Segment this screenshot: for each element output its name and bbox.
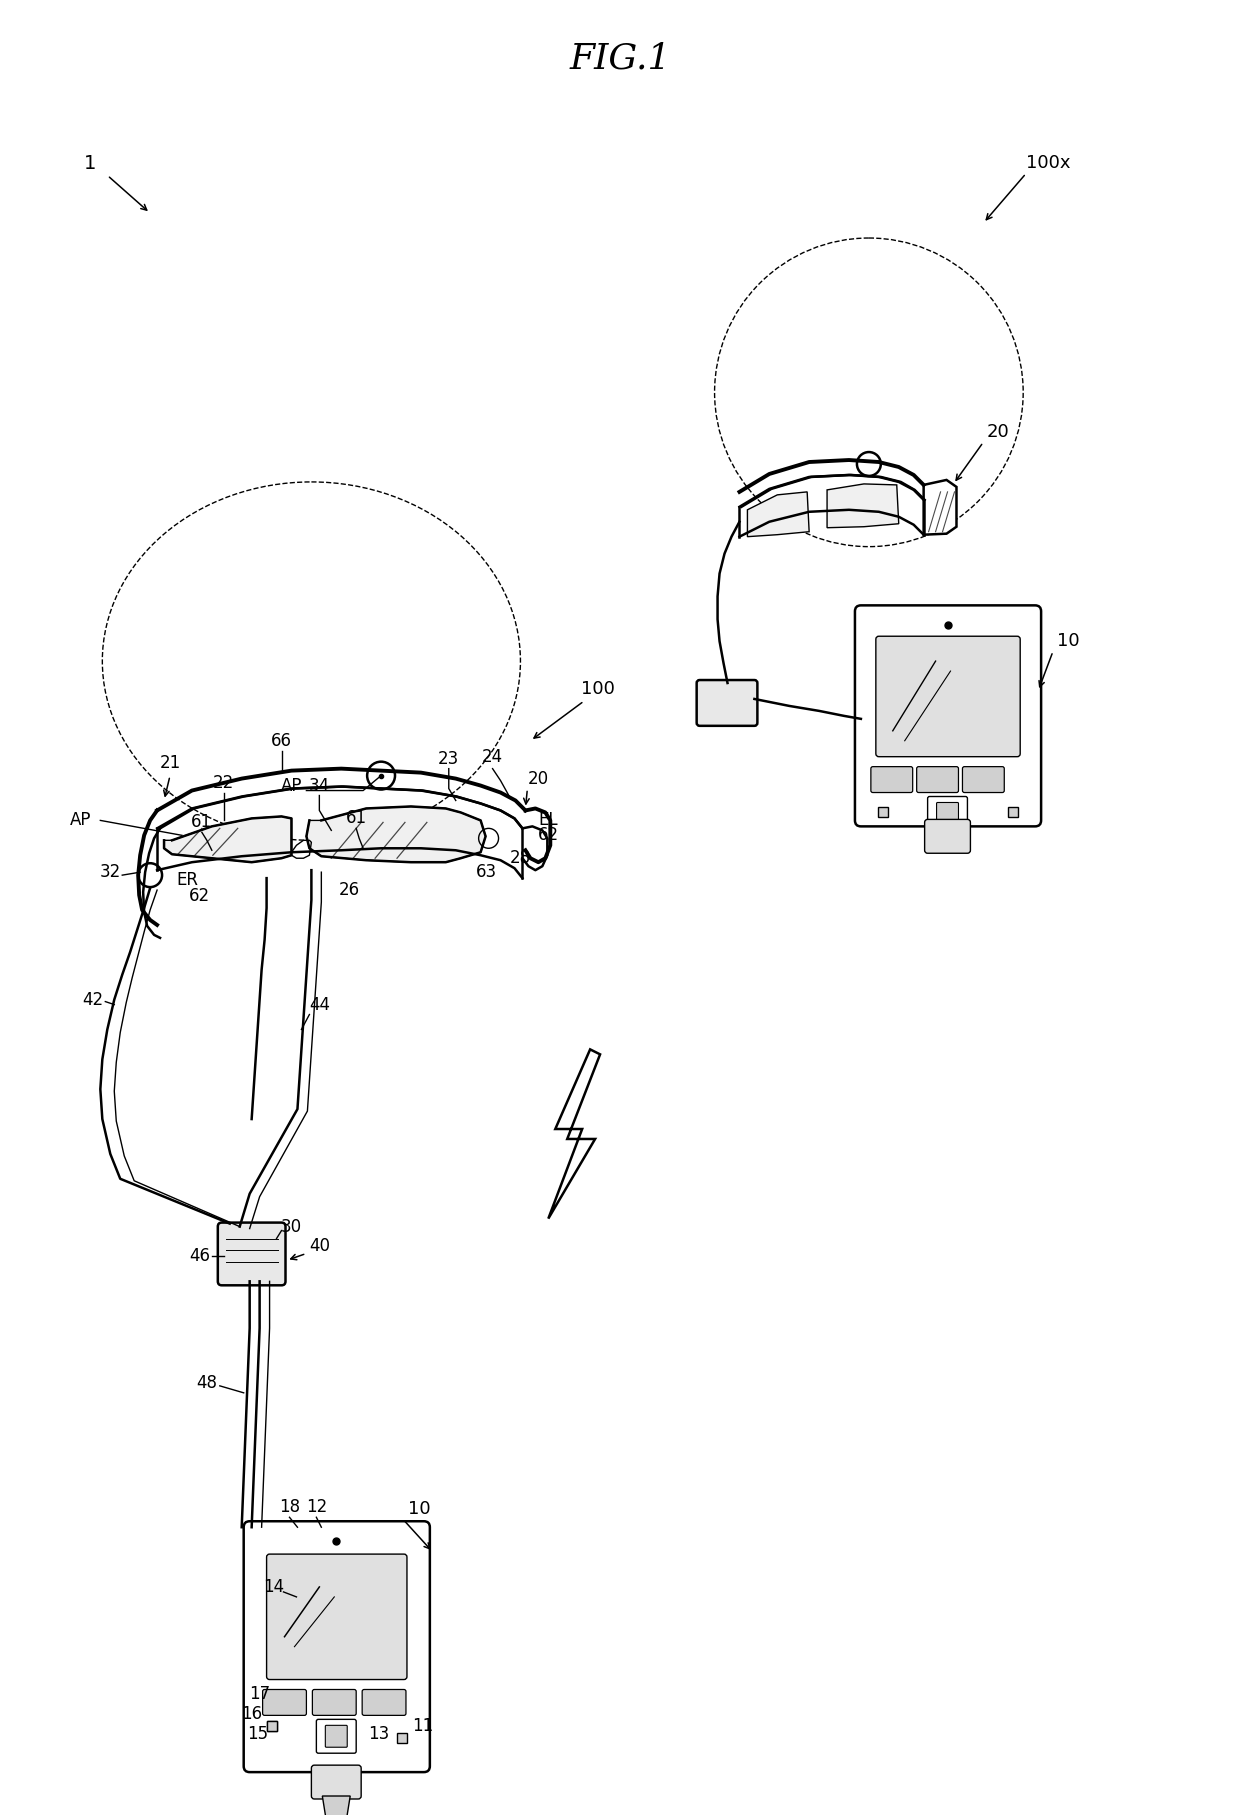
- Text: 14: 14: [263, 1577, 284, 1595]
- Text: 21: 21: [160, 753, 181, 771]
- Text: ER: ER: [176, 871, 198, 889]
- Text: 66: 66: [272, 731, 293, 749]
- Polygon shape: [164, 817, 291, 862]
- Text: 34: 34: [309, 777, 330, 795]
- Text: 20: 20: [528, 769, 549, 788]
- FancyBboxPatch shape: [925, 819, 971, 853]
- FancyBboxPatch shape: [916, 766, 959, 793]
- FancyBboxPatch shape: [325, 1726, 347, 1748]
- Text: FIG.1: FIG.1: [569, 42, 671, 76]
- Text: 24: 24: [482, 748, 503, 766]
- Text: 13: 13: [368, 1724, 389, 1743]
- Polygon shape: [306, 806, 486, 862]
- Polygon shape: [748, 491, 810, 537]
- Text: 16: 16: [241, 1706, 262, 1723]
- FancyBboxPatch shape: [875, 637, 1021, 757]
- Text: 17: 17: [249, 1686, 270, 1703]
- Text: 61: 61: [191, 813, 212, 831]
- FancyBboxPatch shape: [263, 1690, 306, 1715]
- Text: 10: 10: [1056, 633, 1079, 649]
- FancyBboxPatch shape: [870, 766, 913, 793]
- Text: 28: 28: [510, 849, 531, 868]
- Text: 30: 30: [281, 1217, 303, 1235]
- Text: 32: 32: [99, 864, 122, 880]
- FancyBboxPatch shape: [854, 606, 1042, 826]
- Polygon shape: [827, 484, 899, 528]
- Polygon shape: [548, 1050, 600, 1219]
- Text: 46: 46: [190, 1248, 211, 1266]
- Text: EL: EL: [538, 811, 558, 829]
- Text: 12: 12: [306, 1499, 327, 1517]
- Text: 61: 61: [346, 809, 367, 828]
- FancyBboxPatch shape: [244, 1521, 430, 1772]
- FancyBboxPatch shape: [362, 1690, 405, 1715]
- Text: 15: 15: [247, 1724, 268, 1743]
- Text: 42: 42: [82, 991, 103, 1008]
- Polygon shape: [924, 480, 956, 535]
- FancyBboxPatch shape: [312, 1690, 356, 1715]
- FancyBboxPatch shape: [311, 1764, 361, 1799]
- Text: 48: 48: [196, 1373, 217, 1392]
- Text: 11: 11: [412, 1717, 434, 1735]
- Polygon shape: [322, 1795, 350, 1819]
- FancyBboxPatch shape: [697, 680, 758, 726]
- Text: 1: 1: [84, 155, 97, 173]
- Text: 40: 40: [309, 1237, 330, 1255]
- Text: 62: 62: [538, 826, 559, 844]
- Text: AP: AP: [69, 811, 92, 829]
- Text: 100: 100: [582, 680, 615, 698]
- FancyBboxPatch shape: [936, 802, 959, 824]
- FancyBboxPatch shape: [928, 797, 967, 829]
- FancyBboxPatch shape: [962, 766, 1004, 793]
- Text: AP: AP: [280, 777, 303, 795]
- Text: 20: 20: [987, 424, 1009, 442]
- Text: 100x: 100x: [1025, 155, 1070, 173]
- FancyBboxPatch shape: [218, 1222, 285, 1286]
- FancyBboxPatch shape: [267, 1553, 407, 1679]
- Text: 10: 10: [408, 1501, 430, 1519]
- Text: 63: 63: [476, 864, 497, 880]
- Text: 26: 26: [339, 880, 360, 899]
- Text: 22: 22: [213, 773, 234, 791]
- Text: 44: 44: [309, 995, 330, 1013]
- Text: 23: 23: [438, 749, 459, 768]
- FancyBboxPatch shape: [316, 1719, 356, 1754]
- Text: 62: 62: [190, 888, 211, 906]
- Text: 18: 18: [279, 1499, 300, 1517]
